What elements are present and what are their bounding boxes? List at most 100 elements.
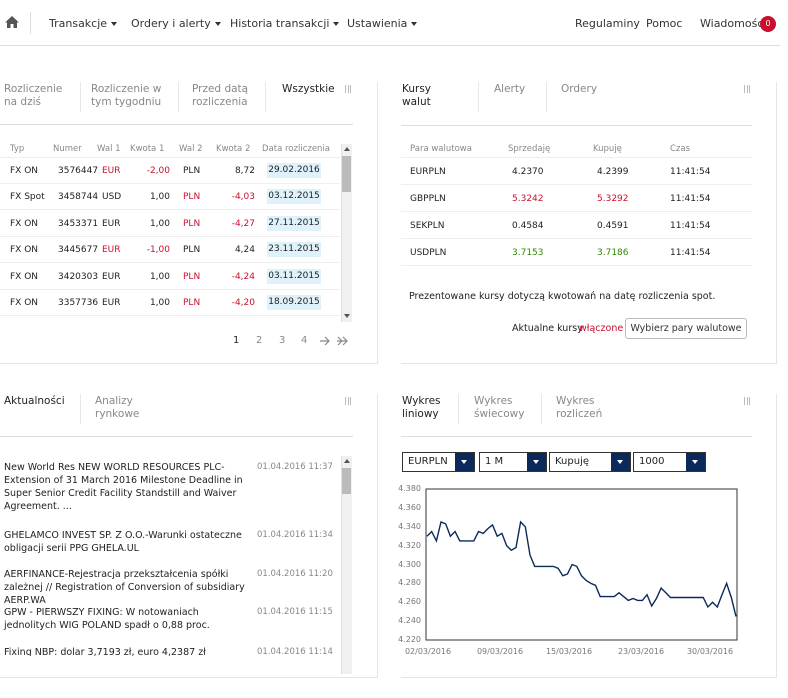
news-scrollbar[interactable] [341, 456, 352, 674]
cell-sell: 0.4584 [512, 221, 544, 231]
scroll-thumb[interactable] [342, 156, 351, 192]
next-page-icon[interactable] [319, 336, 331, 346]
y-tick-label: 4.240 [398, 616, 421, 626]
x-tick-label: 15/03/2016 [545, 647, 593, 656]
cell-data-rozliczenia: 18.09.2015 [267, 295, 321, 310]
tab-przed-data-rozliczenia[interactable]: Przed datą rozliczenia [192, 83, 249, 108]
col-wal2: Wal 2 [179, 144, 203, 154]
tab-aktualnosci[interactable]: Aktualności [4, 395, 65, 407]
nav-transakcje[interactable]: Transakcje [49, 17, 118, 30]
nav-historia-transakcji[interactable]: Historia transakcji [230, 17, 340, 30]
amount-select[interactable]: 1000 [633, 452, 706, 472]
home-icon[interactable] [4, 14, 20, 30]
side-select[interactable]: Kupuję [549, 452, 631, 472]
cell-pair: GBPPLN [410, 194, 446, 204]
tab-wykres-rozliczen[interactable]: Wykres rozliczeń [556, 395, 603, 420]
cell-kwota2: -4,24 [231, 271, 255, 282]
cell-wal2: PLN [183, 192, 201, 203]
nav-pomoc[interactable]: Pomoc [646, 17, 683, 30]
drag-handle-icon[interactable] [345, 397, 351, 405]
cell-kwota1: 1,00 [149, 192, 170, 203]
col-typ: Typ [10, 144, 25, 154]
chevron-down-icon [611, 453, 630, 471]
y-tick-label: 4.380 [398, 484, 421, 493]
last-page-icon[interactable] [337, 336, 351, 346]
nav-divider [30, 12, 31, 34]
page-1[interactable]: 1 [233, 335, 240, 346]
cell-wal2: PLN [183, 166, 201, 176]
tab-wykres-swiecowy[interactable]: Wykres świecowy [474, 395, 525, 420]
col-para-walutowa: Para walutowa [410, 144, 472, 154]
nav-wiadomosci[interactable]: Wiadomości [700, 17, 767, 30]
chevron-down-icon [111, 22, 118, 26]
choose-pairs-button[interactable]: Wybierz pary walutowe [625, 318, 747, 339]
cell-typ: FX ON [10, 166, 39, 176]
row-divider [0, 235, 340, 237]
news-date: 01.04.2016 11:37 [257, 462, 333, 472]
cell-wal1: EUR [102, 298, 121, 308]
tab-rozliczenie-w-tygodniu[interactable]: Rozliczenie w tym tygodniu [91, 83, 162, 108]
news-headline[interactable]: AERFINANCE-Rejestracja przekształcenia s… [4, 569, 245, 606]
tabs-underline [401, 125, 752, 126]
settlement-scrollbar[interactable] [341, 144, 352, 322]
cell-typ: FX ON [10, 298, 39, 308]
y-tick-label: 4.360 [398, 502, 421, 512]
scroll-down-icon[interactable] [344, 314, 350, 318]
messages-badge[interactable]: 0 [760, 16, 776, 32]
news-headline[interactable]: GHELAMCO INVEST SP. Z O.O.-Warunki ostat… [4, 530, 242, 554]
page-2[interactable]: 2 [256, 335, 263, 346]
scroll-up-icon[interactable] [344, 147, 350, 151]
live-rates-label: Aktualne kursy [512, 323, 583, 334]
nav-regulaminy[interactable]: Regulaminy [575, 17, 640, 30]
cell-data-rozliczenia: 29.02.2016 [267, 163, 321, 178]
cell-data-rozliczenia: 03.11.2015 [267, 268, 321, 284]
cell-buy: 3.7186 [597, 248, 629, 258]
row-divider [401, 265, 752, 266]
tab-wszystkie[interactable]: Wszystkie [282, 83, 335, 95]
cell-kwota1: 1,00 [149, 298, 170, 308]
chevron-down-icon [527, 453, 546, 471]
nav-ordery-i-alerty[interactable]: Ordery i alerty [131, 17, 221, 30]
page-4[interactable]: 4 [301, 335, 308, 346]
tab-analizy-rynkowe[interactable]: Analizy rynkowe [95, 395, 140, 420]
drag-handle-icon[interactable] [744, 397, 750, 405]
news-panel: Aktualności Analizy rynkowe New World Re… [0, 394, 378, 678]
cell-typ: FX Spot [10, 192, 45, 203]
drag-handle-icon[interactable] [345, 85, 351, 93]
series-line [426, 520, 737, 617]
tab-ordery[interactable]: Ordery [561, 83, 598, 95]
cell-buy: 0.4591 [597, 221, 629, 231]
drag-handle-icon[interactable] [744, 85, 750, 93]
row-divider [0, 315, 340, 316]
row-divider [401, 238, 752, 239]
tab-wykres-liniowy[interactable]: Wykres liniowy [402, 395, 441, 420]
chevron-down-icon [411, 22, 418, 26]
tab-divider [265, 82, 266, 112]
live-rates-status[interactable]: włączone [579, 323, 624, 334]
news-headline[interactable]: Fixing NBP: dolar 3,7193 zł, euro 4,2387… [4, 647, 206, 656]
cell-typ: FX ON [10, 271, 39, 282]
page-3[interactable]: 3 [279, 335, 286, 346]
tab-alerty[interactable]: Alerty [494, 83, 526, 95]
row-divider [401, 184, 752, 185]
cell-wal2: PLN [183, 298, 201, 308]
line-chart: 4.380 4.360 4.340 4.320 4.300 4.280 4.260 4.240… [398, 480, 777, 678]
news-date: 01.04.2016 11:20 [257, 569, 333, 579]
cell-time: 11:41:54 [670, 221, 711, 231]
cell-kwota2: 4,24 [234, 245, 255, 256]
period-select[interactable]: 1 M [479, 452, 547, 472]
tabs-underline [0, 436, 353, 437]
scroll-thumb[interactable] [342, 468, 351, 494]
y-tick-label: 4.220 [398, 635, 421, 644]
news-headline[interactable]: GPW - PIERWSZY FIXING: W notowaniach jed… [4, 607, 210, 631]
news-headline[interactable]: New World Res NEW WORLD RESOURCES PLC-Ex… [4, 462, 243, 512]
cell-pair: SEKPLN [410, 221, 445, 231]
tab-rozliczenie-na-dzis[interactable]: Rozliczenie na dziś [4, 83, 63, 108]
tab-kursy-walut[interactable]: Kursy walut [402, 83, 432, 108]
nav-ustawienia[interactable]: Ustawienia [347, 17, 418, 30]
pair-select[interactable]: EURPLN [402, 452, 475, 472]
tab-divider [546, 82, 547, 112]
scroll-up-icon[interactable] [344, 459, 350, 463]
news-date: 01.04.2016 11:34 [257, 530, 333, 540]
x-tick-label: 02/03/2016 [404, 647, 452, 656]
